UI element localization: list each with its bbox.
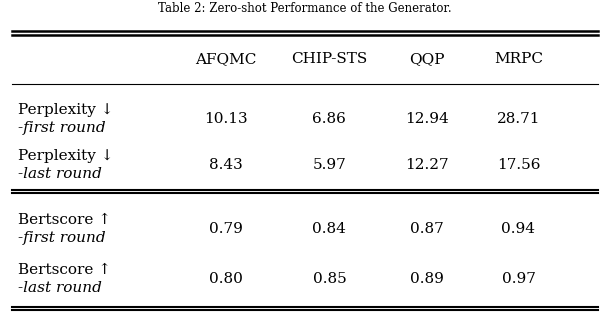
Text: 0.87: 0.87 [410,222,444,236]
Text: 17.56: 17.56 [497,158,540,172]
Text: 28.71: 28.71 [497,112,540,126]
Text: CHIP-STS: CHIP-STS [292,52,367,66]
Text: -first round: -first round [18,121,106,135]
Text: Bertscore ↑: Bertscore ↑ [18,213,111,227]
Text: Table 2: Zero-shot Performance of the Generator.: Table 2: Zero-shot Performance of the Ge… [158,2,452,15]
Text: 0.97: 0.97 [501,272,536,286]
Text: MRPC: MRPC [494,52,543,66]
Text: Perplexity ↓: Perplexity ↓ [18,149,114,163]
Text: AFQMC: AFQMC [195,52,256,66]
Text: 10.13: 10.13 [204,112,248,126]
Text: 5.97: 5.97 [312,158,346,172]
Text: 0.80: 0.80 [209,272,243,286]
Text: 12.27: 12.27 [405,158,449,172]
Text: 6.86: 6.86 [312,112,346,126]
Text: 0.94: 0.94 [501,222,536,236]
Text: 0.85: 0.85 [312,272,346,286]
Text: 0.84: 0.84 [312,222,346,236]
Text: -first round: -first round [18,231,106,246]
Text: 0.89: 0.89 [410,272,444,286]
Text: -last round: -last round [18,281,102,295]
Text: Bertscore ↑: Bertscore ↑ [18,263,111,277]
Text: QQP: QQP [409,52,445,66]
Text: 0.79: 0.79 [209,222,243,236]
Text: 8.43: 8.43 [209,158,243,172]
Text: Perplexity ↓: Perplexity ↓ [18,103,114,117]
Text: 12.94: 12.94 [405,112,449,126]
Text: -last round: -last round [18,167,102,181]
